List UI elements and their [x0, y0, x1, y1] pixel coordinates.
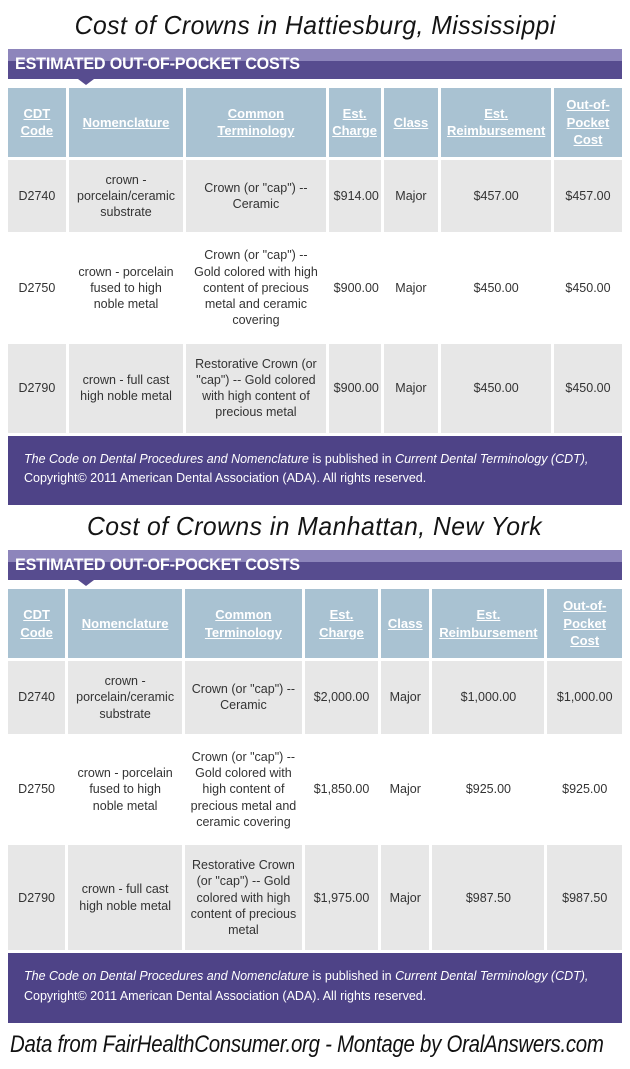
table-cell: $925.00 — [432, 736, 545, 843]
column-header-class[interactable]: Class — [383, 88, 439, 157]
note-italic-2: Current Dental Terminology (CDT), — [395, 451, 589, 466]
banner-label: ESTIMATED OUT-OF-POCKET COSTS — [15, 54, 300, 73]
table-cell: crown - porcelain fused to high noble me… — [68, 736, 183, 843]
table-cell: Major — [383, 159, 439, 233]
table-cell: crown - porcelain/ceramic substrate — [68, 159, 184, 233]
cost-section: Cost of Crowns in Manhattan, New York ES… — [8, 511, 622, 1024]
table-cell: $1,000.00 — [432, 661, 545, 734]
copyright-note: The Code on Dental Procedures and Nomenc… — [8, 953, 622, 1024]
table-cell: D2750 — [8, 736, 66, 843]
copyright-note: The Code on Dental Procedures and Nomenc… — [8, 435, 622, 506]
table-cell: $1,975.00 — [304, 845, 379, 951]
column-header-cdt-code[interactable]: CDT Code — [8, 88, 66, 157]
source-caption: Data from FairHealthConsumer.org - Monta… — [10, 1031, 620, 1059]
table-cell: $450.00 — [441, 235, 551, 341]
table-row: D2740 crown - porcelain/ceramic substrate… — [8, 159, 622, 233]
banner-notch-icon — [78, 79, 94, 85]
column-header-est-reimbursement[interactable]: Est. Reimbursement — [432, 589, 545, 659]
cost-section: Cost of Crowns in Hattiesburg, Mississip… — [8, 10, 622, 506]
table-cell: Crown (or "cap") -- Ceramic — [185, 661, 302, 734]
table-cell: Crown (or "cap") -- Gold colored with hi… — [185, 736, 302, 843]
table-row: D2790 crown - full cast high noble metal R… — [8, 845, 622, 951]
table-cell: D2750 — [8, 235, 66, 341]
table-row: D2740 crown - porcelain/ceramic substrate… — [8, 661, 622, 734]
table-cell: $925.00 — [547, 736, 622, 843]
costs-table: CDT Code Nomenclature Common Terminology Es… — [8, 85, 622, 436]
column-header-est-reimbursement[interactable]: Est. Reimbursement — [441, 88, 551, 157]
table-cell: $987.50 — [547, 845, 622, 951]
table-header-row: CDT Code Nomenclature Common Terminology Es… — [8, 589, 622, 659]
costs-table: CDT Code Nomenclature Common Terminology Es… — [8, 586, 622, 953]
table-cell: $900.00 — [328, 343, 381, 433]
table-cell: Major — [383, 235, 439, 341]
note-italic-1: The Code on Dental Procedures and Nomenc… — [24, 969, 309, 984]
sections-container: Cost of Crowns in Hattiesburg, Mississip… — [0, 10, 630, 1024]
table-cell: $2,000.00 — [304, 661, 379, 734]
note-line-2: Copyright© 2011 American Dental Associat… — [24, 988, 427, 1003]
column-header-out-of-pocket-cost[interactable]: Out-of-Pocket Cost — [547, 589, 622, 659]
table-cell: $1,000.00 — [547, 661, 622, 734]
table-cell: Major — [383, 343, 439, 433]
column-header-out-of-pocket-cost[interactable]: Out-of-Pocket Cost — [554, 88, 622, 157]
table-cell: Restorative Crown (or "cap") -- Gold col… — [185, 845, 302, 951]
table-cell: Major — [381, 845, 430, 951]
table-cell: Restorative Crown (or "cap") -- Gold col… — [186, 343, 326, 433]
column-header-est-charge[interactable]: Est. Charge — [328, 88, 381, 157]
table-row: D2790 crown - full cast high noble metal R… — [8, 343, 622, 433]
table-cell: Crown (or "cap") -- Gold colored with hi… — [186, 235, 326, 341]
table-cell: $450.00 — [554, 235, 622, 341]
section-title: Cost of Crowns in Manhattan, New York — [16, 511, 614, 542]
section-title-text: Cost of Crowns in Manhattan, New York — [87, 511, 543, 542]
section-title: Cost of Crowns in Hattiesburg, Mississip… — [16, 10, 614, 41]
table-cell: D2790 — [8, 845, 66, 951]
table-cell: $450.00 — [441, 343, 551, 433]
column-header-cdt-code[interactable]: CDT Code — [8, 589, 66, 659]
column-header-class[interactable]: Class — [381, 589, 430, 659]
table-cell: D2740 — [8, 661, 66, 734]
column-header-nomenclature[interactable]: Nomenclature — [68, 589, 183, 659]
table-cell: $914.00 — [328, 159, 381, 233]
table-row: D2750 crown - porcelain fused to high nob… — [8, 736, 622, 843]
banner-label: ESTIMATED OUT-OF-POCKET COSTS — [15, 555, 300, 575]
column-header-common-terminology[interactable]: Common Terminology — [185, 589, 302, 659]
table-row: D2750 crown - porcelain fused to high nob… — [8, 235, 622, 341]
table-cell: crown - full cast high noble metal — [68, 343, 184, 433]
note-italic-2: Current Dental Terminology (CDT), — [395, 969, 589, 984]
table-cell: crown - porcelain/ceramic substrate — [68, 661, 183, 734]
table-cell: $457.00 — [554, 159, 622, 233]
table-cell: $1,850.00 — [304, 736, 379, 843]
section-title-text: Cost of Crowns in Hattiesburg, Mississip… — [74, 10, 556, 40]
table-cell: Crown (or "cap") -- Ceramic — [186, 159, 326, 233]
note-italic-1: The Code on Dental Procedures and Nomenc… — [24, 451, 309, 466]
table-cell: $900.00 — [328, 235, 381, 341]
table-cell: $450.00 — [554, 343, 622, 433]
column-header-nomenclature[interactable]: Nomenclature — [68, 88, 184, 157]
table-cell: crown - porcelain fused to high noble me… — [68, 235, 184, 341]
table-cell: $987.50 — [432, 845, 545, 951]
table-cell: $457.00 — [441, 159, 551, 233]
note-line-2: Copyright© 2011 American Dental Associat… — [24, 471, 427, 486]
table-cell: Major — [381, 661, 430, 734]
table-cell: Major — [381, 736, 430, 843]
column-header-common-terminology[interactable]: Common Terminology — [186, 88, 326, 157]
banner-notch-icon — [78, 580, 94, 587]
costs-table-wrap: CDT Code Nomenclature Common Terminology Es… — [8, 85, 622, 436]
table-cell: D2740 — [8, 159, 66, 233]
note-mid: is published in — [308, 969, 396, 984]
estimated-costs-banner: ESTIMATED OUT-OF-POCKET COSTS — [8, 49, 622, 85]
estimated-costs-banner: ESTIMATED OUT-OF-POCKET COSTS — [8, 550, 622, 587]
table-header-row: CDT Code Nomenclature Common Terminology Es… — [8, 88, 622, 157]
source-caption-text: Data from FairHealthConsumer.org - Monta… — [10, 1031, 604, 1059]
table-cell: crown - full cast high noble metal — [68, 845, 183, 951]
costs-table-wrap: CDT Code Nomenclature Common Terminology Es… — [8, 586, 622, 953]
column-header-est-charge[interactable]: Est. Charge — [304, 589, 379, 659]
table-cell: D2790 — [8, 343, 66, 433]
note-mid: is published in — [308, 451, 396, 466]
